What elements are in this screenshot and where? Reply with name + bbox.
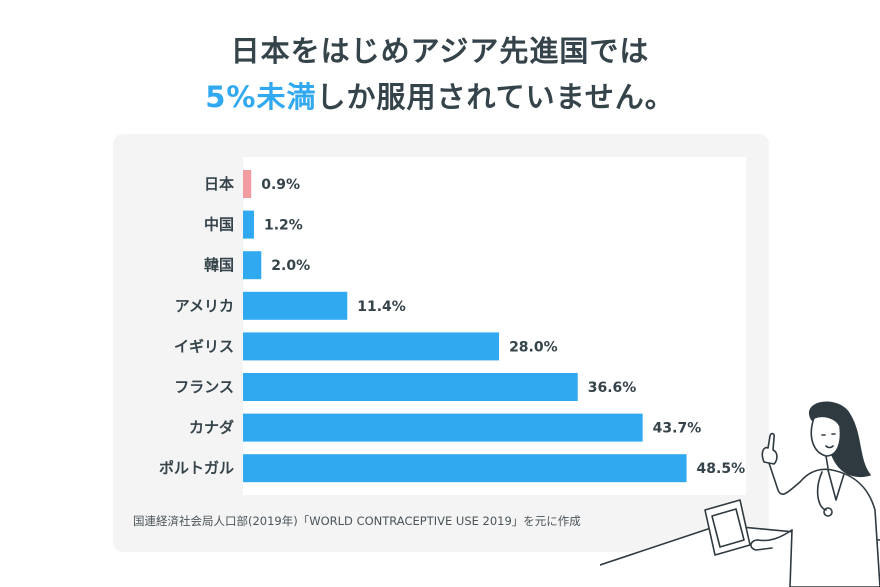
category-label: 日本 [204, 175, 234, 193]
value-label: 43.7% [653, 421, 702, 437]
bar [243, 332, 500, 361]
category-label: フランス [174, 378, 234, 396]
doctor-illustration [600, 401, 880, 587]
headline: 日本をはじめアジア先進国では 5%未満しか服用されていません。 [0, 28, 880, 120]
value-label: 0.9% [261, 177, 300, 193]
bar [243, 251, 262, 280]
category-label: 韓国 [204, 256, 234, 274]
value-label: 48.5% [697, 461, 746, 477]
value-label: 36.6% [588, 380, 637, 396]
source-note: 国連経済社会局人口部(2019年)「WORLD CONTRACEPTIVE US… [133, 514, 581, 528]
headline-line-1: 日本をはじめアジア先進国では [230, 34, 650, 68]
bar [243, 291, 348, 320]
category-label: イギリス [174, 337, 234, 355]
bar [243, 210, 254, 239]
category-label: ポルトガル [159, 459, 234, 477]
bar [243, 170, 252, 198]
category-label: 中国 [204, 216, 234, 234]
value-label: 11.4% [357, 299, 406, 315]
value-label: 2.0% [271, 258, 310, 274]
category-label: アメリカ [175, 297, 234, 315]
value-label: 1.2% [264, 218, 303, 234]
bar [243, 454, 687, 483]
headline-line-2: 5%未満しか服用されていません。 [0, 74, 880, 120]
bar [243, 413, 643, 442]
headline-line-2-rest: しか服用されていません。 [316, 80, 675, 114]
category-label: カナダ [189, 419, 234, 437]
headline-accent: 5%未満 [205, 80, 317, 114]
value-label: 28.0% [509, 339, 558, 355]
bar [243, 373, 578, 401]
